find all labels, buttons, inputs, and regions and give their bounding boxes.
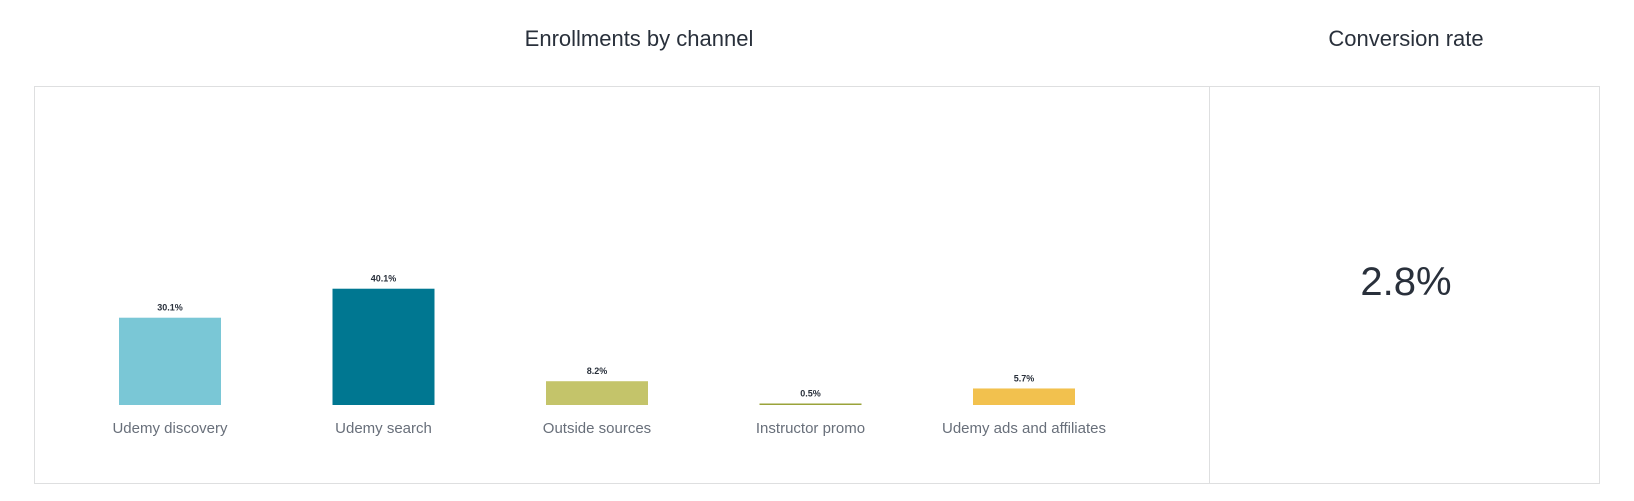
conversion-title: Conversion rate bbox=[1328, 26, 1484, 51]
data-label-instructor-promo: 0.5% bbox=[800, 389, 821, 399]
conversion-rate-value: 2.8% bbox=[1360, 260, 1452, 304]
data-label-udemy-discovery: 30.1% bbox=[157, 303, 183, 313]
enrollments-title: Enrollments by channel bbox=[524, 26, 754, 51]
category-label-outside-sources: Outside sources bbox=[543, 420, 651, 437]
bar-outside-sources[interactable] bbox=[546, 381, 648, 405]
category-label-udemy-discovery: Udemy discovery bbox=[112, 420, 228, 437]
data-label-udemy-search: 40.1% bbox=[371, 274, 397, 284]
stats-panel bbox=[34, 86, 1600, 484]
bar-udemy-search[interactable] bbox=[332, 288, 435, 405]
category-label-udemy-search: Udemy search bbox=[335, 420, 432, 437]
category-label-instructor-promo: Instructor promo bbox=[756, 420, 865, 437]
bar-instructor-promo[interactable] bbox=[759, 403, 862, 406]
bar-udemy-ads-and-affiliates[interactable] bbox=[973, 388, 1075, 405]
data-label-udemy-ads-and-affiliates: 5.7% bbox=[1014, 373, 1035, 383]
category-label-udemy-ads-and-affiliates: Udemy ads and affiliates bbox=[942, 420, 1106, 437]
panel-divider bbox=[1209, 86, 1210, 484]
data-label-outside-sources: 8.2% bbox=[587, 366, 608, 376]
bar-udemy-discovery[interactable] bbox=[119, 317, 221, 405]
enrollments-bar-chart: 30.1% Udemy discovery 40.1% Udemy search 8.2… bbox=[112, 274, 1106, 437]
